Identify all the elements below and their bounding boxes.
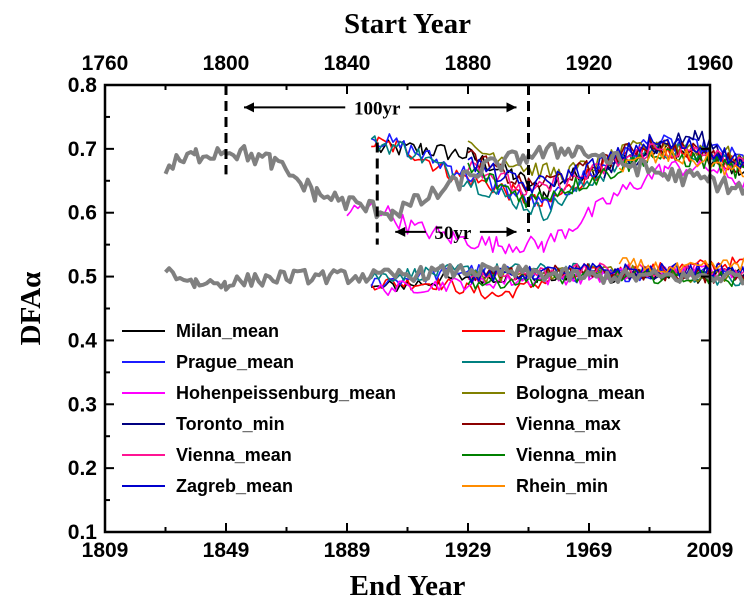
- annotation-label-50yr: 50yr: [434, 223, 472, 244]
- bottom-tick-label-1929: 1929: [445, 539, 492, 562]
- series-line-vienna-min-upper: [467, 147, 744, 209]
- bottom-tick-label-1849: 1849: [203, 539, 250, 562]
- top-axis-title: Start Year: [344, 8, 471, 40]
- y-axis-title: DFAα: [15, 272, 47, 346]
- series-layer: [163, 129, 744, 300]
- legend-label-toronto-min: Toronto_min: [176, 414, 285, 434]
- y-tick-label-0.1: 0.1: [68, 521, 98, 544]
- top-tick-label-1960: 1960: [687, 52, 734, 75]
- bottom-tick-label-1889: 1889: [324, 539, 371, 562]
- legend-label-zagreb-mean: Zagreb_mean: [176, 476, 293, 496]
- y-tick-label-0.5: 0.5: [68, 266, 98, 289]
- arrow-head-50yr-left: [395, 226, 406, 237]
- arrow-head-100yr-left: [244, 102, 254, 113]
- legend-label-prague-mean: Prague_mean: [176, 352, 294, 372]
- y-tick-label-0.4: 0.4: [68, 329, 98, 352]
- top-tick-label-1760: 1760: [82, 52, 129, 75]
- legend-label-prague-max: Prague_max: [516, 321, 623, 341]
- series-line-hohenpeissenburg-mean-lower: [376, 264, 744, 296]
- series-line-gray-upper: [163, 142, 744, 222]
- ticks-layer: 1760 1800 1840 1880 1920 1960 1809 1849 1889 1929…: [68, 52, 734, 562]
- arrow-head-50yr-right: [506, 226, 517, 237]
- bottom-tick-label-2009: 2009: [687, 539, 734, 562]
- series-line-gray-lower: [164, 262, 744, 292]
- legend-label-rhein-min: Rhein_min: [516, 476, 608, 496]
- top-tick-label-1800: 1800: [203, 52, 250, 75]
- series-line-zagreb-mean-upper: [467, 133, 744, 194]
- y-tick-label-0.8: 0.8: [68, 74, 98, 97]
- legend-label-vienna-mean: Vienna_mean: [176, 445, 292, 465]
- bottom-axis-title: End Year: [350, 570, 466, 602]
- legend: Milan_mean Prague_max Prague_mean Prague_mi…: [122, 321, 645, 496]
- bottom-tick-label-1809: 1809: [82, 539, 129, 562]
- legend-label-bologna-mean: Bologna_mean: [516, 383, 645, 403]
- top-tick-label-1920: 1920: [566, 52, 613, 75]
- legend-label-milan-mean: Milan_mean: [176, 321, 279, 341]
- legend-label-vienna-min: Vienna_min: [516, 445, 617, 465]
- y-tick-label-0.6: 0.6: [68, 202, 97, 225]
- top-tick-label-1840: 1840: [324, 52, 371, 75]
- series-line-rhein-min-lower: [618, 257, 744, 275]
- bottom-tick-label-1969: 1969: [566, 539, 613, 562]
- annotation-layer: 100yr 50yr: [224, 85, 530, 245]
- legend-label-vienna-max: Vienna_max: [516, 414, 621, 434]
- top-tick-label-1880: 1880: [445, 52, 492, 75]
- y-tick-label-0.2: 0.2: [68, 457, 97, 480]
- y-tick-label-0.7: 0.7: [68, 138, 97, 161]
- series-line-rhein-min-upper: [618, 146, 744, 178]
- legend-label-prague-min: Prague_min: [516, 352, 619, 372]
- y-tick-label-0.3: 0.3: [68, 393, 97, 416]
- arrow-head-100yr-right: [506, 102, 517, 113]
- legend-label-hohenpeissenburg-mean: Hohenpeissenburg_mean: [176, 383, 396, 403]
- annotation-label-100yr: 100yr: [354, 98, 401, 119]
